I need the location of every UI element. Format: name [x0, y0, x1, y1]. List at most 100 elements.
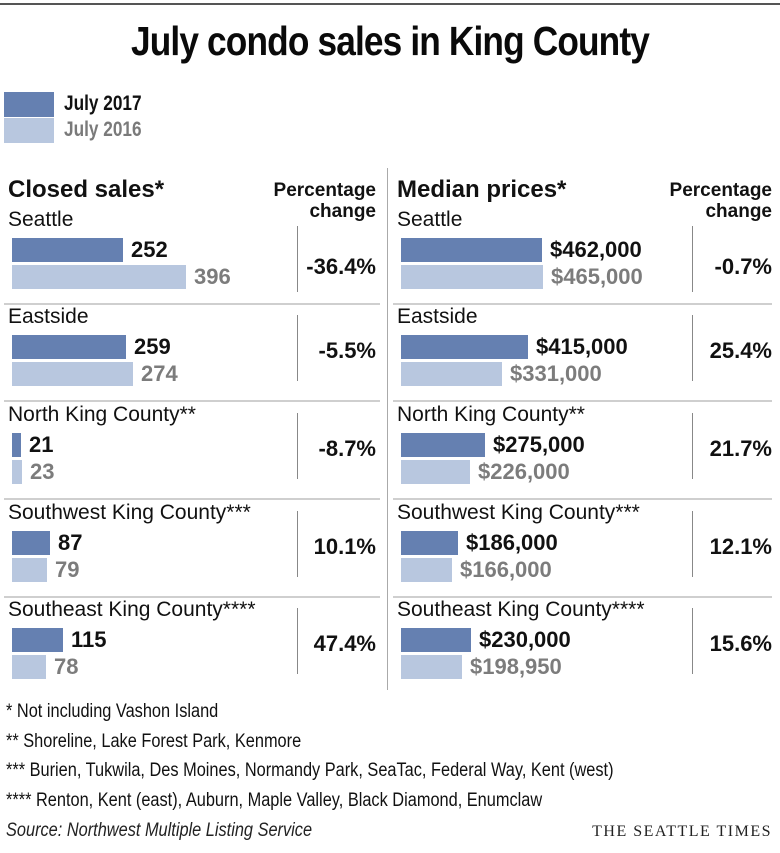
pct-divider — [297, 315, 298, 381]
value-label-2017: 259 — [134, 334, 171, 359]
pct-divider — [297, 608, 298, 674]
row-divider — [4, 498, 380, 500]
row-divider — [393, 303, 772, 305]
bar-2016 — [401, 265, 543, 289]
top-rule — [0, 3, 780, 5]
legend-swatch-2017 — [4, 91, 54, 117]
bar-2017 — [12, 433, 21, 457]
footnote-4: **** Renton, Kent (east), Auburn, Maple … — [6, 789, 543, 811]
bar-2017 — [401, 238, 542, 262]
footnote-1: * Not including Vashon Island — [6, 701, 219, 722]
bar-2017 — [12, 238, 123, 262]
median-prices-row: Southwest King County*** $186,000 $166,000… — [389, 501, 780, 598]
percentage-change: -8.7% — [318, 436, 376, 461]
percentage-change: -36.4% — [306, 254, 376, 279]
percentage-change: 10.1% — [313, 534, 376, 559]
closed-sales-pct-header: Percentage change — [273, 180, 376, 222]
bar-2016 — [12, 460, 22, 484]
median-prices-row: Seattle $462,000 $465,000 -0.7% — [389, 208, 780, 305]
region-label: Southeast King County**** — [397, 598, 645, 621]
percentage-change: 21.7% — [709, 436, 772, 461]
footnote-2: ** Shoreline, Lake Forest Park, Kenmore — [6, 730, 302, 752]
percentage-change: 12.1% — [709, 534, 772, 559]
value-label-2017: $462,000 — [550, 237, 642, 262]
median-prices-pct-header: Percentage change — [669, 180, 772, 222]
value-label-2016: 396 — [194, 264, 231, 289]
legend-item-2017: July 2017 — [4, 91, 159, 117]
legend: July 2017 July 2016 — [4, 91, 159, 143]
chart-title: July condo sales in King County — [131, 18, 650, 64]
region-label: North King County** — [8, 403, 196, 426]
row-divider — [393, 400, 772, 402]
bar-2017 — [12, 531, 50, 555]
bar-2016 — [401, 362, 502, 386]
percentage-change: -0.7% — [714, 254, 772, 279]
value-label-2016: 79 — [55, 557, 80, 582]
closed-sales-row: North King County** 21 23 -8.7% — [0, 403, 388, 500]
region-label: Seattle — [397, 208, 463, 231]
brand-logo-text: THE SEATTLE TIMES — [592, 823, 772, 840]
row-divider — [4, 400, 380, 402]
value-label-2017: $230,000 — [479, 627, 571, 652]
bar-2017 — [401, 433, 485, 457]
value-label-2017: 252 — [131, 237, 168, 262]
value-label-2017: 87 — [58, 530, 83, 555]
legend-item-2016: July 2016 — [4, 117, 159, 143]
value-label-2016: 78 — [54, 654, 79, 679]
median-prices-row: North King County** $275,000 $226,000 21.7% — [389, 403, 780, 500]
value-label-2017: 115 — [71, 627, 107, 652]
legend-swatch-2016 — [4, 117, 54, 143]
pct-divider — [297, 226, 298, 292]
percentage-change: 47.4% — [313, 631, 376, 656]
center-divider — [387, 168, 388, 690]
row-divider — [393, 596, 772, 598]
source-credit: Source: Northwest Multiple Listing Servi… — [6, 820, 313, 841]
closed-sales-title: Closed sales* — [8, 176, 165, 203]
bar-2016 — [401, 460, 470, 484]
value-label-2017: $186,000 — [466, 530, 558, 555]
footnote-3: *** Burien, Tukwila, Des Moines, Normand… — [6, 760, 614, 781]
row-divider — [393, 498, 772, 500]
bar-2016 — [12, 362, 133, 386]
bar-2017 — [401, 335, 528, 359]
legend-label-2016: July 2016 — [64, 118, 142, 141]
region-label: Eastside — [8, 305, 89, 328]
pct-divider — [692, 315, 693, 381]
pct-divider — [692, 413, 693, 479]
value-label-2016: $331,000 — [510, 361, 602, 386]
value-label-2016: $166,000 — [460, 557, 552, 582]
median-prices-row: Eastside $415,000 $331,000 25.4% — [389, 305, 780, 402]
value-label-2017: $415,000 — [536, 334, 628, 359]
closed-sales-row: Eastside 259 274 -5.5% — [0, 305, 388, 402]
value-label-2016: $226,000 — [478, 459, 570, 484]
legend-label-2017: July 2017 — [64, 92, 142, 115]
bar-2016 — [12, 655, 46, 679]
percentage-change: 25.4% — [709, 338, 772, 363]
bar-2016 — [401, 655, 462, 679]
region-label: Southeast King County**** — [8, 598, 256, 621]
value-label-2016: 274 — [141, 361, 178, 386]
bar-2017 — [12, 335, 126, 359]
region-label: Southwest King County*** — [8, 501, 251, 524]
bar-2016 — [12, 265, 186, 289]
row-divider — [4, 596, 380, 598]
pct-divider — [692, 226, 693, 292]
bar-2017 — [401, 531, 458, 555]
region-label: Southwest King County*** — [397, 501, 640, 524]
row-divider — [4, 303, 380, 305]
pct-divider — [692, 511, 693, 577]
value-label-2016: $465,000 — [551, 264, 643, 289]
percentage-change: -5.5% — [318, 338, 376, 363]
region-label: North King County** — [397, 403, 585, 426]
closed-sales-row: Southeast King County**** 115 78 47.4% — [0, 598, 388, 695]
closed-sales-row: Seattle 252 396 -36.4% — [0, 208, 388, 305]
value-label-2017: 21 — [29, 432, 54, 457]
median-prices-title: Median prices* — [397, 176, 567, 203]
value-label-2016: 23 — [30, 459, 55, 484]
pct-divider — [692, 608, 693, 674]
pct-divider — [297, 413, 298, 479]
region-label: Seattle — [8, 208, 74, 231]
value-label-2016: $198,950 — [470, 654, 562, 679]
footnotes: * Not including Vashon Island ** Shoreli… — [6, 697, 712, 815]
percentage-change: 15.6% — [709, 631, 772, 656]
